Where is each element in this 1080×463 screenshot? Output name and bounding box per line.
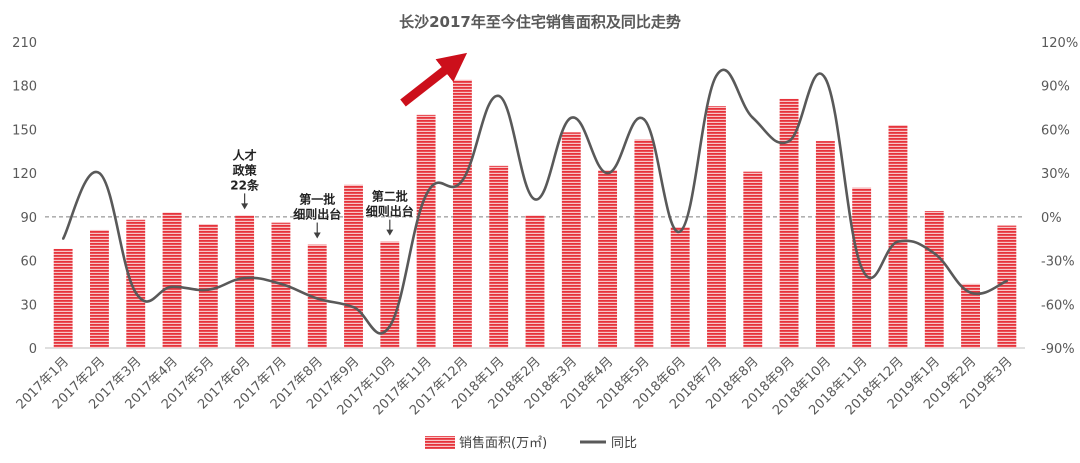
bar [198, 224, 218, 348]
line-point [98, 171, 101, 175]
line-point [678, 230, 682, 233]
bar [888, 125, 908, 348]
line-point [316, 297, 319, 300]
line-point [1005, 279, 1009, 283]
right-tick-label: 0% [1041, 211, 1062, 226]
line-point [497, 94, 500, 98]
bar [126, 219, 146, 348]
line-point [896, 240, 900, 243]
left-tick-label: 90 [20, 211, 37, 226]
left-tick-label: 60 [20, 255, 37, 270]
line-point [461, 179, 464, 182]
bar [235, 215, 255, 348]
chart-title: 长沙2017年至今住宅销售面积及同比走势 [399, 13, 681, 31]
line-point [787, 139, 791, 143]
line-point [824, 77, 827, 80]
bar [779, 98, 799, 348]
bar [416, 114, 436, 348]
line-point [207, 288, 210, 291]
bar [307, 244, 327, 348]
annotation-text: 22条 [230, 177, 260, 192]
left-tick-label: 150 [12, 123, 37, 138]
bar [380, 241, 400, 348]
annotation-arrowhead [386, 229, 394, 236]
x-axis: 2017年1月2017年2月2017年3月2017年4月2017年5月2017年… [14, 354, 1016, 418]
annotation-text: 细则出台 [366, 204, 414, 219]
bar [452, 79, 472, 348]
right-y-axis: -90% -60% -30% 0% 30% 60% 90% 120% [1041, 36, 1078, 357]
line-point [933, 252, 936, 255]
left-tick-label: 30 [20, 298, 37, 313]
bar [997, 225, 1017, 348]
bar [344, 184, 363, 348]
annotation-text: 第一批 [299, 192, 335, 207]
bar [90, 229, 109, 348]
right-tick-label: -90% [1041, 342, 1075, 357]
line-point [61, 237, 65, 240]
line-point [570, 116, 573, 119]
bar-series [53, 79, 1017, 348]
line-point [243, 276, 246, 280]
bar [815, 141, 835, 348]
annotation-text: 细则出台 [293, 207, 341, 222]
bar [561, 132, 581, 348]
left-y-axis: 0 30 60 90 120 150 180 210 [12, 36, 37, 357]
bar [743, 171, 763, 348]
legend-label-bar: 销售面积(万㎡) [459, 435, 547, 451]
legend: 销售面积(万㎡) 同比 [425, 435, 637, 451]
line-point [134, 291, 137, 294]
left-tick-label: 120 [12, 167, 37, 182]
right-tick-label: -30% [1041, 255, 1075, 270]
right-tick-label: 30% [1041, 167, 1070, 182]
bar [924, 211, 944, 348]
line-point [642, 118, 646, 121]
line-point [715, 74, 718, 77]
line-point [969, 291, 972, 294]
legend-label-line: 同比 [611, 436, 637, 451]
right-tick-label: 120% [1041, 36, 1078, 51]
annotation-text: 第二批 [372, 189, 408, 204]
annotation-text: 人才 [233, 147, 257, 162]
legend-swatch-bar [425, 436, 455, 449]
growth-arrow [400, 52, 468, 107]
annotation-arrowhead [241, 203, 249, 210]
bar [489, 165, 509, 348]
line-point [606, 171, 609, 175]
bar [961, 283, 980, 348]
bar [525, 215, 545, 348]
left-tick-label: 0 [29, 342, 37, 357]
line-point [533, 198, 537, 201]
right-tick-label: -60% [1041, 298, 1075, 313]
line-point [170, 285, 174, 288]
right-tick-label: 90% [1041, 80, 1070, 95]
bar [162, 212, 182, 348]
bar [598, 170, 618, 348]
yoy-line [61, 68, 1008, 335]
line-series [61, 68, 1009, 335]
line-point [279, 282, 283, 286]
bar [670, 227, 690, 348]
bar [707, 106, 726, 348]
line-point [424, 193, 428, 197]
bar [53, 248, 73, 348]
line-point [352, 306, 355, 309]
annotation-text: 政策 [233, 162, 258, 177]
left-tick-label: 180 [12, 80, 37, 95]
bar [271, 222, 291, 348]
annotation-arrowhead [313, 232, 321, 239]
line-point [860, 266, 863, 270]
line-point [388, 324, 392, 328]
right-tick-label: 60% [1041, 123, 1070, 138]
left-tick-label: 210 [12, 36, 37, 51]
bar [634, 139, 654, 348]
line-point [751, 116, 754, 119]
